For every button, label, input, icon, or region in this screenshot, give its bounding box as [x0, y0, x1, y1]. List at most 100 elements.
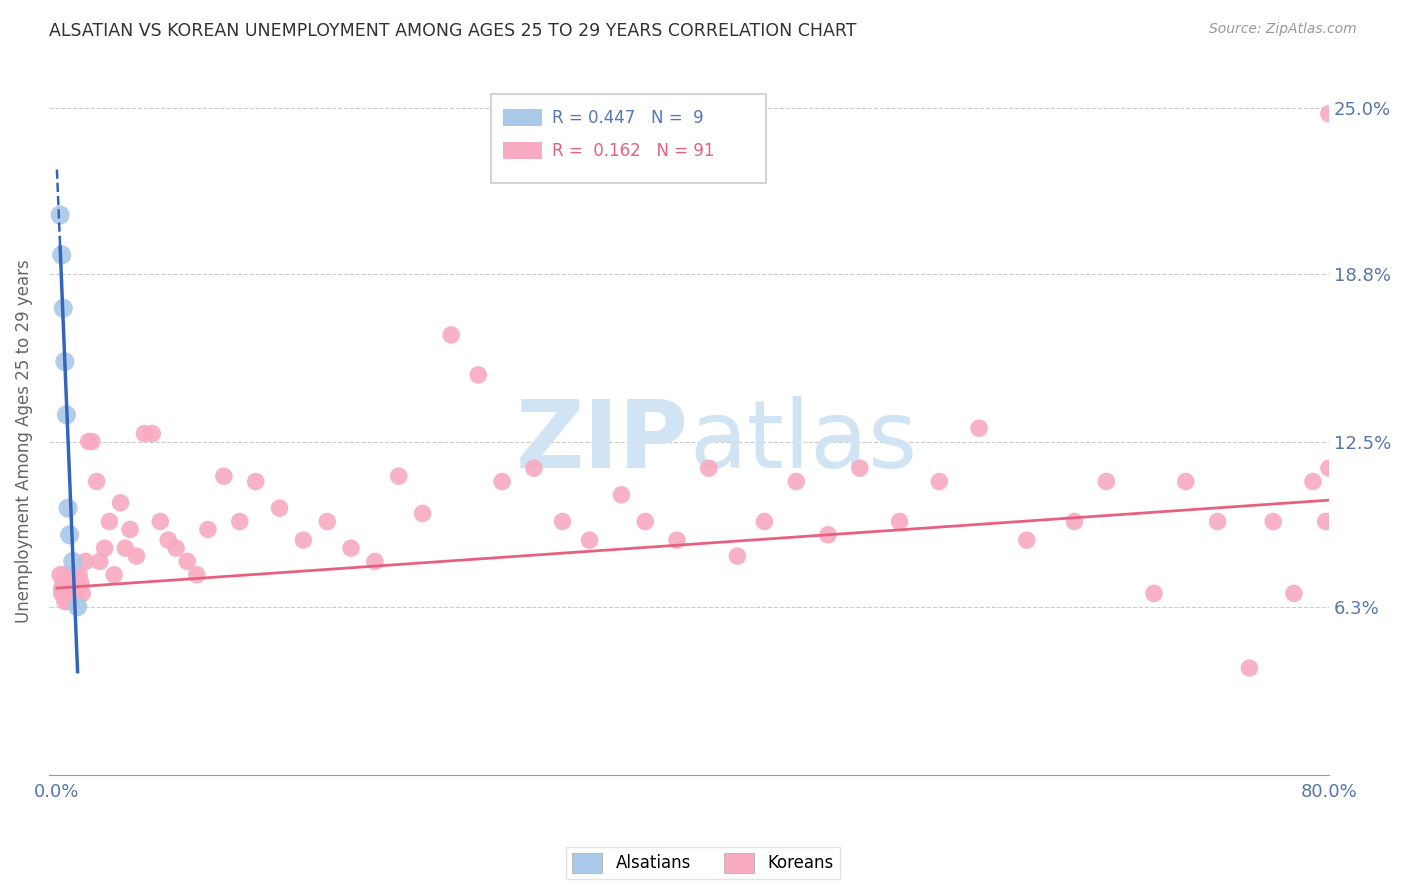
Point — [110, 496, 132, 510]
Point — [59, 567, 82, 582]
Point — [316, 515, 339, 529]
Text: Source: ZipAtlas.com: Source: ZipAtlas.com — [1209, 22, 1357, 37]
Point — [51, 586, 73, 600]
Point — [80, 434, 103, 449]
Y-axis label: Unemployment Among Ages 25 to 29 years: Unemployment Among Ages 25 to 29 years — [15, 260, 32, 624]
Point — [77, 434, 100, 449]
Point — [75, 554, 97, 568]
Point — [292, 533, 315, 548]
Point — [1263, 515, 1285, 529]
Point — [89, 554, 111, 568]
Point — [1143, 586, 1166, 600]
Point — [157, 533, 180, 548]
FancyBboxPatch shape — [491, 94, 766, 183]
Point — [52, 301, 75, 316]
Point — [59, 586, 82, 600]
Point — [62, 575, 84, 590]
Point — [889, 515, 911, 529]
Point — [65, 586, 87, 600]
Point — [141, 426, 163, 441]
Point — [67, 567, 90, 582]
Point — [197, 523, 219, 537]
Point — [120, 523, 142, 537]
Point — [388, 469, 411, 483]
Point — [49, 567, 72, 582]
Point — [65, 575, 87, 590]
Point — [60, 586, 83, 600]
Point — [60, 594, 83, 608]
Point — [1015, 533, 1038, 548]
Legend: Alsatians, Koreans: Alsatians, Koreans — [565, 847, 841, 880]
Text: ZIP: ZIP — [516, 395, 689, 488]
Point — [134, 426, 156, 441]
Point — [1239, 661, 1261, 675]
Point — [125, 549, 148, 563]
Point — [62, 586, 84, 600]
Point — [340, 541, 363, 555]
Point — [754, 515, 776, 529]
Point — [364, 554, 387, 568]
Point — [1174, 475, 1197, 489]
Point — [697, 461, 720, 475]
Point — [1317, 461, 1340, 475]
Point — [1063, 515, 1085, 529]
Point — [56, 501, 79, 516]
Point — [578, 533, 600, 548]
Point — [56, 594, 79, 608]
Point — [610, 488, 633, 502]
Point — [523, 461, 546, 475]
Point — [86, 475, 108, 489]
Point — [212, 469, 235, 483]
Point — [1282, 586, 1305, 600]
Point — [53, 581, 76, 595]
Point — [725, 549, 748, 563]
Point — [967, 421, 990, 435]
Point — [60, 573, 83, 587]
Point — [229, 515, 252, 529]
Point — [186, 567, 208, 582]
Point — [55, 586, 77, 600]
Point — [53, 567, 76, 582]
Point — [1317, 107, 1340, 121]
Text: R =  0.162   N = 91: R = 0.162 N = 91 — [553, 142, 714, 160]
Point — [51, 248, 73, 262]
Point — [62, 554, 84, 568]
Bar — [503, 109, 541, 127]
Point — [103, 567, 125, 582]
Text: R = 0.447   N =  9: R = 0.447 N = 9 — [553, 109, 703, 127]
Bar — [503, 143, 541, 160]
Point — [412, 507, 434, 521]
Point — [634, 515, 657, 529]
Point — [785, 475, 807, 489]
Point — [666, 533, 689, 548]
Point — [98, 515, 121, 529]
Point — [59, 575, 82, 590]
Point — [1302, 475, 1324, 489]
Point — [59, 594, 82, 608]
Point — [245, 475, 267, 489]
Point — [149, 515, 172, 529]
Point — [63, 567, 86, 582]
Point — [1095, 475, 1118, 489]
Point — [491, 475, 513, 489]
Point — [49, 208, 72, 222]
Point — [1206, 515, 1229, 529]
Point — [56, 581, 79, 595]
Point — [59, 528, 82, 542]
Point — [66, 581, 89, 595]
Point — [55, 575, 77, 590]
Point — [66, 599, 89, 614]
Text: atlas: atlas — [689, 395, 917, 488]
Point — [440, 328, 463, 343]
Text: ALSATIAN VS KOREAN UNEMPLOYMENT AMONG AGES 25 TO 29 YEARS CORRELATION CHART: ALSATIAN VS KOREAN UNEMPLOYMENT AMONG AG… — [49, 22, 856, 40]
Point — [63, 586, 86, 600]
Point — [114, 541, 136, 555]
Point — [269, 501, 291, 516]
Point — [467, 368, 489, 382]
Point — [55, 408, 77, 422]
Point — [72, 586, 94, 600]
Point — [551, 515, 574, 529]
Point — [69, 575, 91, 590]
Point — [93, 541, 115, 555]
Point — [52, 586, 75, 600]
